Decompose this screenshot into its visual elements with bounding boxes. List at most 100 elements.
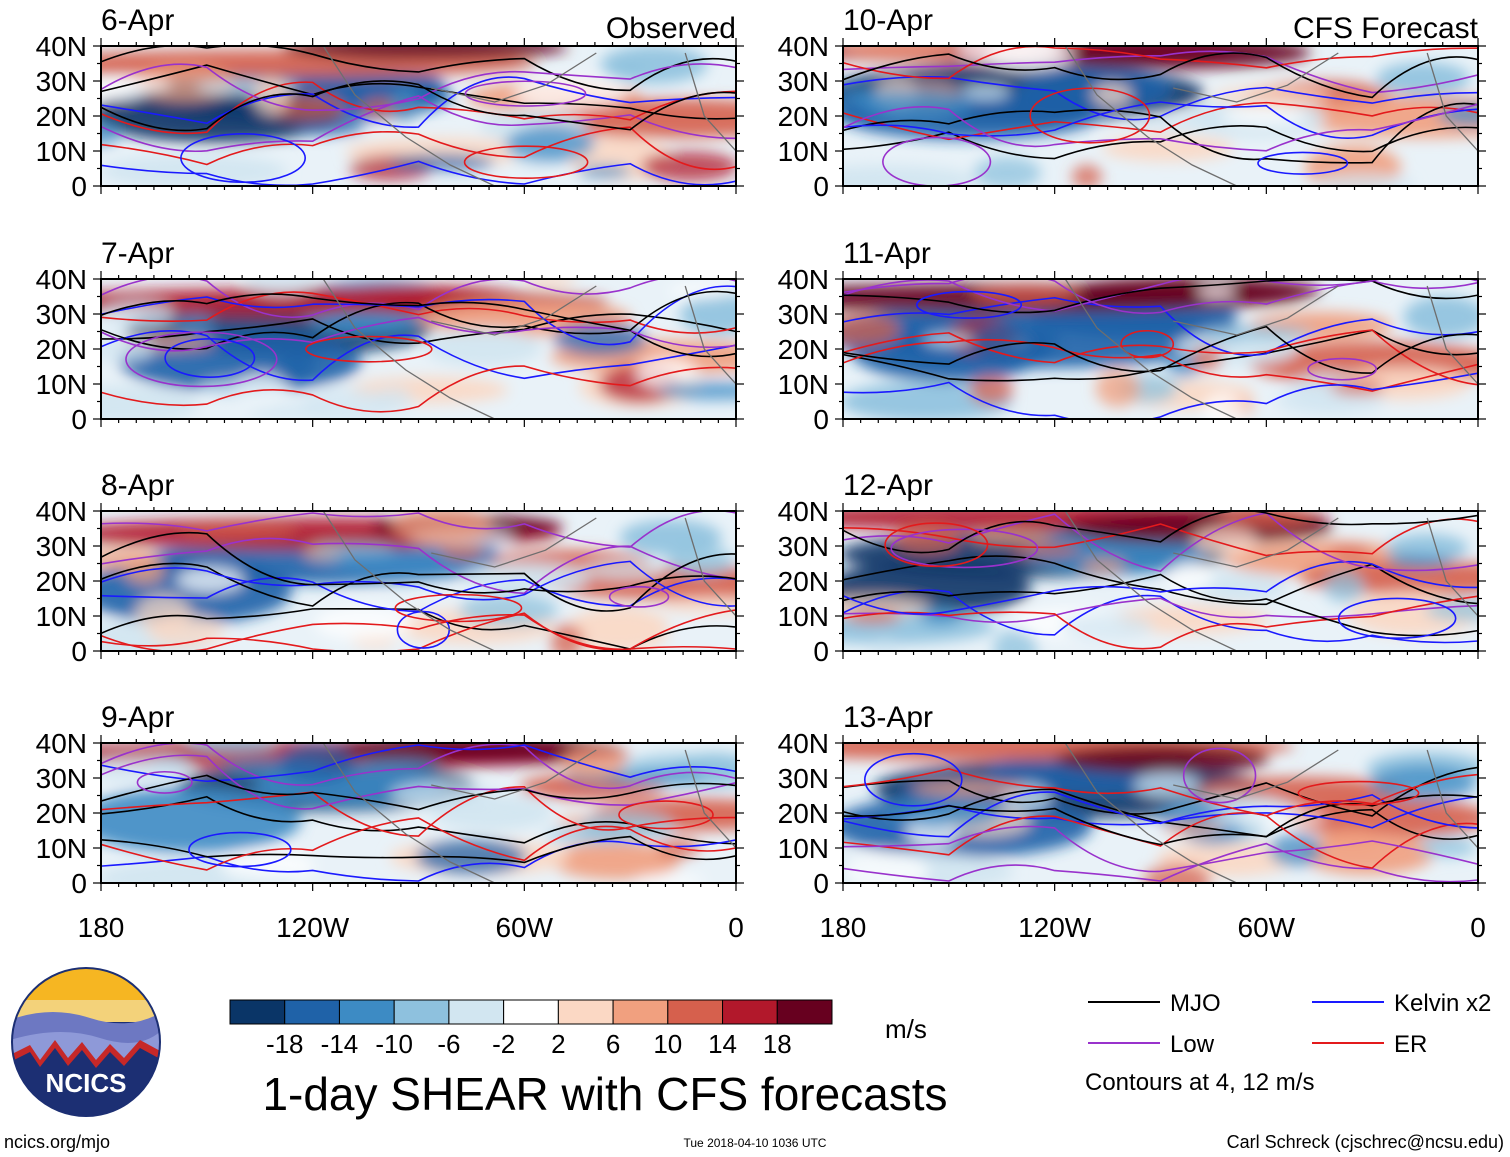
lat-tick-label: 20N [778, 101, 829, 132]
lat-tick-label: 20N [36, 334, 87, 365]
lat-tick-label: 20N [778, 798, 829, 829]
colorbar-swatch [229, 999, 286, 1025]
contour-note: Contours at 4, 12 m/s [1085, 1069, 1314, 1096]
logo-text: NCICS [46, 1068, 127, 1098]
lon-tick-label: 120W [1018, 912, 1092, 943]
panel-8-Apr: 40N 30N 20N 10N 0 8-Apr [36, 469, 744, 667]
lat-tick-label: 0 [813, 636, 829, 667]
lat-tick-label: 30N [36, 531, 87, 562]
lon-tick-label: 60W [1238, 912, 1296, 943]
lat-tick-label: 40N [778, 264, 829, 295]
footer-author: Carl Schreck (cjschrec@ncsu.edu) [1227, 1132, 1504, 1152]
panel-date-label: 9-Apr [101, 701, 174, 734]
panel-12-Apr: 40N 30N 20N 10N 0 12-Apr [778, 469, 1486, 667]
lat-tick-label: 40N [36, 31, 87, 62]
colorbar-swatch [557, 999, 614, 1025]
colorbar-label: 2 [551, 1029, 565, 1059]
lat-tick-label: 0 [71, 404, 87, 435]
colorbar-label: 18 [763, 1029, 792, 1059]
lon-tick-label: 120W [276, 912, 350, 943]
panel-11-Apr: 40N 30N 20N 10N 0 11-Apr [778, 237, 1486, 435]
colorbar-label: 14 [708, 1029, 737, 1059]
footer-timestamp: Tue 2018-04-10 1036 UTC [684, 1136, 827, 1150]
colorbar-label: 10 [653, 1029, 682, 1059]
lat-tick-label: 40N [778, 31, 829, 62]
colorbar-label: -18 [266, 1029, 304, 1059]
lat-tick-label: 10N [778, 833, 829, 864]
colorbar-swatch [448, 999, 505, 1025]
lat-tick-label: 40N [778, 728, 829, 759]
colorbar-swatch [722, 999, 778, 1025]
lat-tick-label: 10N [36, 369, 87, 400]
lat-tick-label: 30N [778, 531, 829, 562]
lat-tick-label: 0 [71, 868, 87, 899]
lat-tick-label: 10N [36, 136, 87, 167]
observed-label: Observed [606, 12, 736, 45]
lat-tick-label: 40N [36, 264, 87, 295]
lat-tick-label: 20N [36, 101, 87, 132]
lat-tick-label: 10N [778, 136, 829, 167]
panel-grid: 40N 30N 20N 10N 0 6-Apr 40N 30N 20N 10N 0 7-Apr 40N 3… [36, 4, 1486, 899]
lat-tick-label: 30N [36, 66, 87, 97]
colorbar-swatch [393, 999, 450, 1025]
lat-tick-label: 10N [778, 369, 829, 400]
colorbar: -18 -14 -10 -6 -2 2 6 10 14 18 [229, 999, 833, 1059]
colorbar-swatch [667, 999, 724, 1025]
lat-tick-label: 20N [778, 334, 829, 365]
colorbar-swatch [776, 999, 833, 1025]
panel-date-label: 10-Apr [843, 4, 933, 37]
colorbar-swatch [338, 999, 395, 1025]
lat-tick-label: 0 [813, 171, 829, 202]
lon-tick-label: 180 [820, 912, 867, 943]
colorbar-swatch [284, 999, 340, 1025]
contour-legend: MJO Kelvin x2 Low ER [1088, 990, 1491, 1058]
panel-date-label: 11-Apr [843, 237, 931, 270]
panel-date-label: 8-Apr [101, 469, 174, 502]
lat-tick-label: 10N [778, 601, 829, 632]
panel-date-label: 12-Apr [843, 469, 933, 502]
panel-10-Apr: 40N 30N 20N 10N 0 10-Apr [778, 4, 1486, 202]
colorbar-label: -14 [321, 1029, 359, 1059]
ncics-logo: NCICS [11, 967, 161, 1117]
figure-title: 1-day SHEAR with CFS forecasts [262, 1068, 947, 1120]
lon-tick-label: 180 [78, 912, 125, 943]
panel-13-Apr: 40N 30N 20N 10N 0 13-Apr [778, 701, 1486, 899]
lat-tick-label: 20N [778, 566, 829, 597]
panel-date-label: 7-Apr [101, 237, 174, 270]
lat-tick-label: 20N [36, 566, 87, 597]
panel-date-label: 6-Apr [101, 4, 174, 37]
legend-label: Low [1170, 1031, 1215, 1058]
lat-tick-label: 10N [36, 601, 87, 632]
longitude-axis-labels: 180 120W 60W 0 180 120W 60W 0 [78, 912, 1486, 943]
lat-tick-label: 0 [813, 868, 829, 899]
lat-tick-label: 10N [36, 833, 87, 864]
legend-label: MJO [1170, 990, 1221, 1017]
footer-url: ncics.org/mjo [4, 1132, 110, 1152]
lat-tick-label: 30N [36, 299, 87, 330]
lat-tick-label: 30N [36, 763, 87, 794]
panel-7-Apr: 40N 30N 20N 10N 0 7-Apr [36, 237, 744, 435]
colorbar-label: -2 [492, 1029, 515, 1059]
lat-tick-label: 0 [71, 171, 87, 202]
lat-tick-label: 30N [778, 763, 829, 794]
colorbar-label: 6 [606, 1029, 620, 1059]
legend-label: Kelvin x2 [1394, 990, 1491, 1017]
forecast-label: CFS Forecast [1293, 12, 1479, 45]
colorbar-swatch [503, 999, 559, 1025]
panel-9-Apr: 40N 30N 20N 10N 0 9-Apr [36, 701, 744, 899]
colorbar-label: -10 [375, 1029, 413, 1059]
lat-tick-label: 30N [778, 299, 829, 330]
lon-tick-label: 60W [496, 912, 554, 943]
lat-tick-label: 0 [71, 636, 87, 667]
lat-tick-label: 20N [36, 798, 87, 829]
lat-tick-label: 40N [778, 496, 829, 527]
lat-tick-label: 40N [36, 496, 87, 527]
panel-6-Apr: 40N 30N 20N 10N 0 6-Apr [36, 4, 744, 202]
lat-tick-label: 40N [36, 728, 87, 759]
legend-label: ER [1394, 1031, 1427, 1058]
lon-tick-label: 0 [1470, 912, 1486, 943]
lat-tick-label: 0 [813, 404, 829, 435]
colorbar-label: -6 [437, 1029, 460, 1059]
units-label: m/s [885, 1014, 927, 1044]
